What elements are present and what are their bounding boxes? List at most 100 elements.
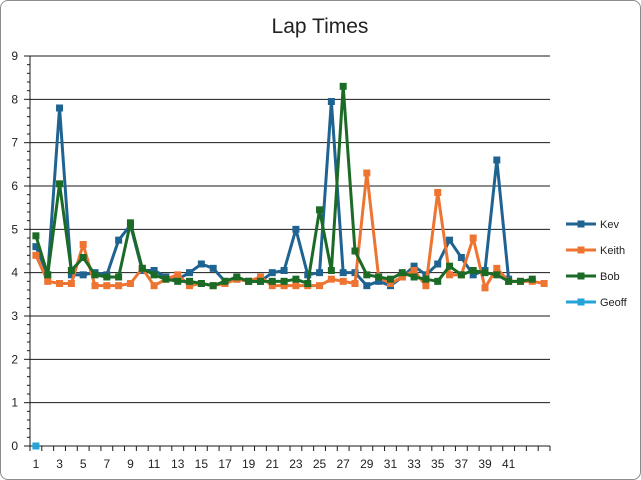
data-point	[434, 260, 442, 268]
y-tick-label: 8	[11, 92, 18, 106]
x-tick-label: 41	[502, 457, 516, 471]
data-point	[280, 277, 288, 285]
data-point	[516, 277, 524, 285]
data-point	[44, 277, 52, 285]
data-point	[375, 277, 383, 285]
data-point	[56, 180, 64, 188]
y-tick-label: 6	[11, 179, 18, 193]
data-point	[446, 262, 454, 270]
data-point	[209, 264, 217, 272]
data-point	[410, 273, 418, 281]
data-point	[32, 442, 40, 450]
data-point	[209, 282, 217, 290]
data-point	[162, 275, 170, 283]
data-point	[316, 206, 324, 214]
data-point	[327, 267, 335, 274]
data-point	[79, 271, 87, 279]
y-tick-label: 3	[11, 309, 18, 323]
data-point	[292, 275, 300, 283]
data-point	[363, 169, 371, 177]
data-point	[434, 277, 442, 285]
data-point	[197, 260, 205, 268]
data-point	[91, 271, 99, 279]
data-point	[44, 271, 52, 279]
data-point	[410, 267, 418, 274]
data-point	[446, 271, 454, 279]
legend-label: Geoff	[600, 297, 628, 309]
data-point	[174, 277, 182, 285]
x-tick-label: 21	[266, 457, 280, 471]
data-point	[103, 273, 111, 281]
data-point	[410, 262, 418, 270]
data-point	[469, 234, 477, 242]
data-point	[422, 275, 430, 283]
data-point	[150, 282, 158, 290]
series-geoff	[32, 442, 40, 450]
data-point	[493, 156, 501, 164]
data-point	[351, 247, 359, 255]
data-point	[67, 267, 75, 274]
data-point	[351, 280, 359, 287]
data-point	[327, 275, 335, 283]
legend: Kev Keith Bob Geoff	[566, 219, 628, 309]
legend-item-kev: Kev	[566, 219, 619, 231]
data-point	[339, 82, 347, 90]
data-point	[115, 282, 123, 290]
data-point	[245, 277, 253, 285]
data-point	[56, 280, 64, 287]
data-point	[256, 273, 264, 281]
legend-swatch-marker	[577, 272, 585, 280]
data-point	[221, 277, 229, 285]
x-tick-label: 25	[313, 457, 327, 471]
gridlines	[30, 55, 550, 447]
data-point	[446, 236, 454, 244]
data-point	[103, 282, 111, 290]
data-point	[150, 267, 158, 274]
data-point	[363, 271, 371, 279]
y-tick-label: 0	[11, 439, 18, 453]
x-tick-label: 11	[148, 457, 161, 471]
series-keith	[32, 169, 548, 292]
data-point	[339, 277, 347, 285]
data-point	[138, 264, 146, 272]
data-point	[126, 280, 134, 287]
data-point	[268, 269, 276, 277]
data-point	[32, 243, 40, 251]
data-point	[457, 271, 465, 279]
x-tick-label: 3	[56, 457, 63, 471]
data-point	[186, 269, 194, 277]
x-tick-label: 35	[431, 457, 445, 471]
x-tick-label: 17	[218, 457, 232, 471]
data-point	[56, 104, 64, 112]
data-point	[32, 232, 40, 240]
chart-title: Lap Times	[272, 15, 369, 38]
data-point	[386, 275, 394, 283]
legend-label: Kev	[600, 219, 619, 231]
data-point	[115, 273, 123, 281]
x-tick-label: 9	[127, 457, 134, 471]
x-tick-label: 1	[33, 457, 40, 471]
data-point	[434, 189, 442, 196]
legend-swatch-marker	[577, 298, 585, 306]
legend-swatch-marker	[577, 220, 585, 228]
x-tick-label: 29	[360, 457, 374, 471]
data-point	[186, 282, 194, 290]
data-point	[469, 267, 477, 274]
x-tick-label: 27	[337, 457, 351, 471]
x-tick-label: 39	[478, 457, 492, 471]
data-point	[327, 98, 335, 105]
legend-label: Bob	[600, 271, 620, 283]
x-tick-label: 31	[384, 457, 398, 471]
data-point	[375, 273, 383, 281]
data-point	[540, 280, 548, 287]
data-point	[174, 271, 182, 279]
y-tick-label: 5	[11, 222, 18, 236]
data-point	[469, 271, 477, 279]
data-point	[363, 282, 371, 290]
data-point	[422, 282, 430, 290]
data-point	[115, 236, 123, 244]
data-point	[481, 269, 489, 277]
series-lines	[32, 82, 548, 450]
